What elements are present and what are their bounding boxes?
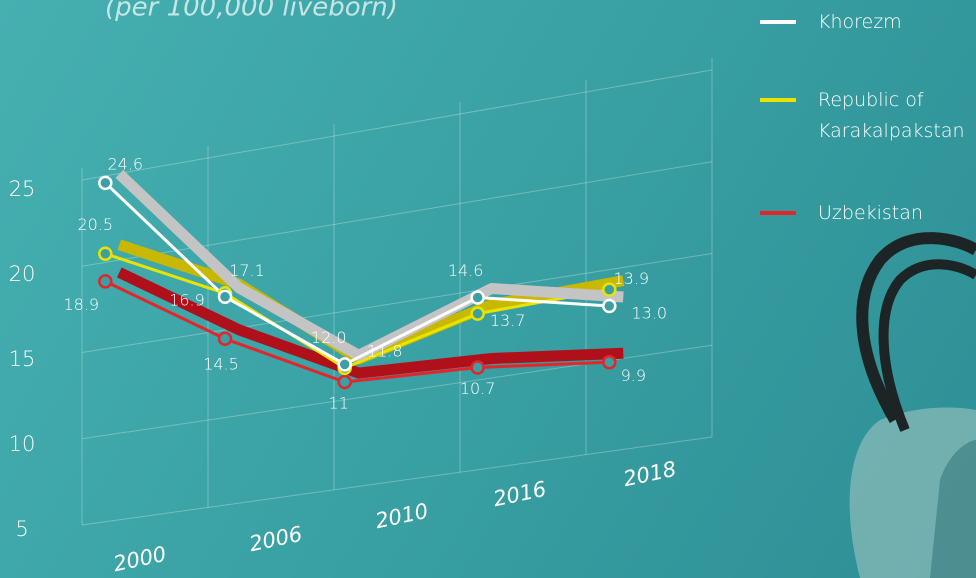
data-label: 13.0 <box>631 303 667 322</box>
data-label: 24.6 <box>107 154 143 173</box>
y-tick-label: 10 <box>9 432 36 456</box>
data-label: 12.0 <box>311 328 347 347</box>
page: (per 100,000 liveborn) 5 10 15 20 25 2000 2006… <box>0 0 976 578</box>
point <box>99 248 111 260</box>
grid-line <box>82 70 712 180</box>
legend-label: Uzbekistan <box>818 198 973 229</box>
x-tick-label: 2000 <box>111 542 168 577</box>
y-tick-label: 20 <box>9 262 36 286</box>
y-tick-label: 15 <box>9 347 36 371</box>
x-tick-label: 2006 <box>247 522 304 557</box>
x-tick-label: 2016 <box>491 477 548 512</box>
point <box>603 356 615 368</box>
chart-subtitle: (per 100,000 liveborn) <box>105 0 398 23</box>
x-tick-label: 2010 <box>373 499 430 534</box>
data-label: 14.6 <box>448 261 484 280</box>
point <box>219 333 231 345</box>
decoration <box>850 238 976 578</box>
data-label: 13.9 <box>613 269 649 288</box>
data-label: 14.5 <box>203 354 239 373</box>
legend-label: Republic of Karakalpakstan <box>818 85 973 147</box>
point <box>472 292 484 304</box>
data-label: 10.7 <box>460 379 496 398</box>
point <box>99 275 111 287</box>
point <box>472 361 484 373</box>
y-tick-label: 25 <box>9 177 36 201</box>
data-label: 18.9 <box>63 295 99 314</box>
data-label: 17.1 <box>229 261 265 280</box>
data-label: 9.9 <box>621 366 646 385</box>
point <box>339 376 351 388</box>
data-label: 11 <box>329 394 349 413</box>
y-tick-label: 5 <box>15 517 28 541</box>
data-label: 11.8 <box>367 341 403 360</box>
x-tick-label: 2018 <box>621 457 678 492</box>
data-label: 13.7 <box>490 311 526 330</box>
point <box>339 358 351 370</box>
point <box>603 300 615 312</box>
legend-label: Khorezm <box>818 7 973 38</box>
data-label: 20.5 <box>77 215 113 234</box>
point <box>219 291 231 303</box>
point <box>99 177 111 189</box>
data-label: 16.9 <box>169 290 205 309</box>
point <box>472 308 484 320</box>
